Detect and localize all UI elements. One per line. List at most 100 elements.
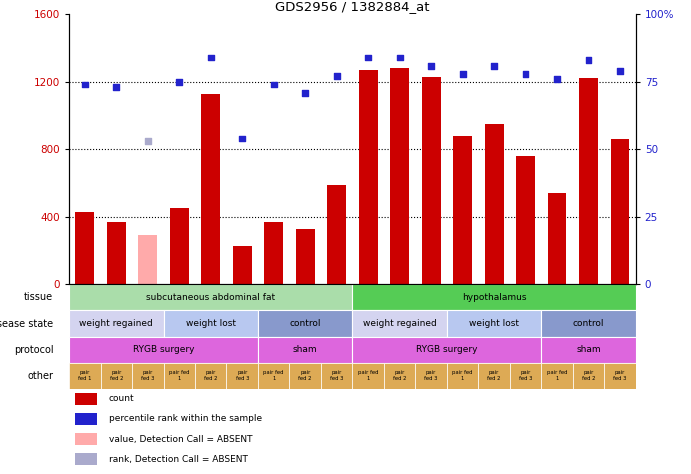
- Bar: [547, 193, 567, 284]
- Bar: [75, 392, 97, 405]
- Bar: [415, 363, 447, 389]
- Bar: [447, 310, 541, 337]
- Text: disease state: disease state: [0, 319, 53, 328]
- Bar: [611, 139, 630, 284]
- Text: weight lost: weight lost: [186, 319, 236, 328]
- Bar: [164, 363, 195, 389]
- Text: pair fed
1: pair fed 1: [547, 370, 567, 381]
- Bar: [422, 77, 441, 284]
- Bar: [516, 156, 535, 284]
- Text: weight lost: weight lost: [469, 319, 519, 328]
- Bar: [132, 363, 164, 389]
- Bar: [510, 363, 541, 389]
- Text: pair
fed 3: pair fed 3: [236, 370, 249, 381]
- Bar: [290, 363, 321, 389]
- Text: pair
fed 3: pair fed 3: [614, 370, 627, 381]
- Text: weight regained: weight regained: [363, 319, 437, 328]
- Bar: [195, 363, 227, 389]
- Bar: [541, 310, 636, 337]
- Bar: [233, 246, 252, 284]
- Text: pair
fed 3: pair fed 3: [519, 370, 532, 381]
- Point: [142, 137, 153, 145]
- Text: pair
fed 2: pair fed 2: [487, 370, 501, 381]
- Text: control: control: [290, 319, 321, 328]
- Point: [300, 89, 311, 96]
- Text: count: count: [108, 394, 134, 403]
- Bar: [138, 236, 158, 284]
- Point: [331, 73, 342, 80]
- Text: hypothalamus: hypothalamus: [462, 293, 527, 302]
- Text: pair
fed 2: pair fed 2: [393, 370, 406, 381]
- Text: RYGB surgery: RYGB surgery: [133, 345, 194, 354]
- Bar: [164, 310, 258, 337]
- Point: [520, 70, 531, 77]
- Bar: [478, 363, 510, 389]
- Bar: [352, 284, 636, 310]
- Bar: [573, 363, 604, 389]
- Bar: [75, 453, 97, 465]
- Point: [614, 67, 625, 75]
- Bar: [453, 136, 472, 284]
- Text: pair
fed 3: pair fed 3: [330, 370, 343, 381]
- Bar: [352, 337, 541, 363]
- Point: [489, 62, 500, 69]
- Text: tissue: tissue: [24, 292, 53, 302]
- Point: [551, 75, 562, 83]
- Bar: [328, 185, 346, 284]
- Bar: [296, 228, 314, 284]
- Bar: [447, 363, 478, 389]
- Point: [363, 54, 374, 61]
- Text: control: control: [573, 319, 604, 328]
- Text: sham: sham: [576, 345, 600, 354]
- Text: pair fed
1: pair fed 1: [263, 370, 284, 381]
- Bar: [75, 433, 97, 445]
- Point: [173, 78, 184, 86]
- Text: pair
fed 2: pair fed 2: [299, 370, 312, 381]
- Bar: [69, 310, 164, 337]
- Bar: [541, 337, 636, 363]
- Bar: [541, 363, 573, 389]
- Text: pair
fed 1: pair fed 1: [78, 370, 92, 381]
- Bar: [321, 363, 352, 389]
- Text: other: other: [28, 371, 53, 381]
- Text: pair fed
1: pair fed 1: [169, 370, 189, 381]
- Point: [79, 81, 91, 88]
- Bar: [69, 337, 258, 363]
- Title: GDS2956 / 1382884_at: GDS2956 / 1382884_at: [275, 0, 430, 13]
- Bar: [201, 93, 220, 284]
- Point: [205, 54, 216, 61]
- Bar: [264, 222, 283, 284]
- Bar: [170, 209, 189, 284]
- Bar: [227, 363, 258, 389]
- Bar: [258, 310, 352, 337]
- Point: [111, 83, 122, 91]
- Text: RYGB surgery: RYGB surgery: [416, 345, 477, 354]
- Text: pair
fed 2: pair fed 2: [110, 370, 123, 381]
- Bar: [258, 363, 290, 389]
- Bar: [579, 78, 598, 284]
- Bar: [101, 363, 132, 389]
- Text: rank, Detection Call = ABSENT: rank, Detection Call = ABSENT: [108, 455, 247, 464]
- Text: value, Detection Call = ABSENT: value, Detection Call = ABSENT: [108, 435, 252, 444]
- Bar: [69, 284, 352, 310]
- Text: percentile rank within the sample: percentile rank within the sample: [108, 414, 262, 423]
- Bar: [352, 310, 447, 337]
- Bar: [604, 363, 636, 389]
- Point: [457, 70, 468, 77]
- Bar: [484, 124, 504, 284]
- Bar: [352, 363, 384, 389]
- Text: pair fed
1: pair fed 1: [358, 370, 379, 381]
- Bar: [69, 363, 101, 389]
- Text: pair
fed 3: pair fed 3: [424, 370, 438, 381]
- Text: pair
fed 3: pair fed 3: [141, 370, 155, 381]
- Text: pair fed
1: pair fed 1: [453, 370, 473, 381]
- Point: [426, 62, 437, 69]
- Point: [237, 135, 248, 142]
- Bar: [75, 413, 97, 425]
- Bar: [258, 337, 352, 363]
- Text: subcutaneous abdominal fat: subcutaneous abdominal fat: [146, 293, 275, 302]
- Bar: [107, 222, 126, 284]
- Point: [583, 56, 594, 64]
- Point: [268, 81, 279, 88]
- Bar: [359, 70, 377, 284]
